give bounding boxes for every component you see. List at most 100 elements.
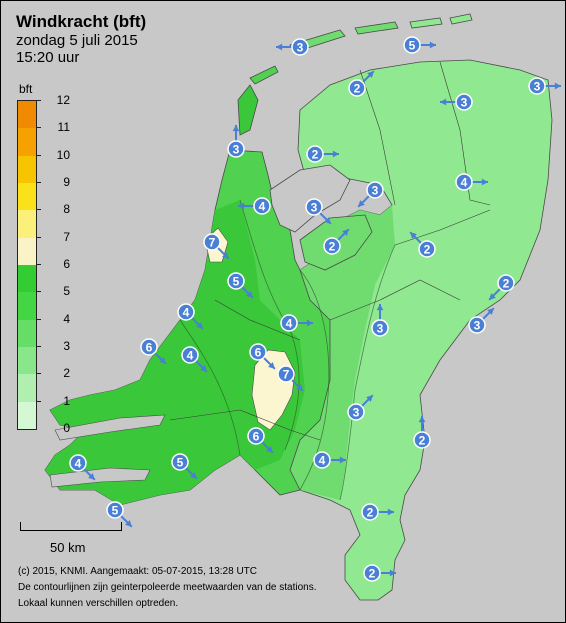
station-value: 4 [319, 454, 326, 468]
wind-station[interactable]: 3 [468, 307, 495, 334]
wind-station[interactable]: 6 [140, 338, 167, 365]
legend-label: 1 [63, 393, 70, 408]
wind-station[interactable]: 2 [323, 228, 350, 255]
legend-tick [36, 373, 41, 375]
wind-station[interactable]: 4 [313, 451, 346, 469]
station-marker [323, 237, 341, 255]
station-value: 2 [312, 148, 319, 162]
wind-station[interactable]: 7 [203, 233, 230, 260]
station-marker [347, 403, 365, 421]
border-2 [439, 61, 491, 206]
legend-label: 3 [63, 339, 70, 353]
wind-station[interactable]: 3 [276, 38, 309, 56]
station-value: 7 [209, 236, 216, 250]
province-borders [169, 61, 491, 441]
wind-station[interactable]: 3 [227, 125, 245, 158]
legend-label: 5 [63, 284, 70, 299]
station-marker [227, 272, 245, 290]
station-marker [366, 181, 384, 199]
wind-station[interactable]: 3 [305, 198, 332, 225]
wind-station[interactable]: 3 [357, 181, 384, 208]
land-north-east [289, 59, 553, 601]
legend-label: 0 [63, 421, 70, 435]
station-value: 4 [461, 176, 468, 190]
wind-station[interactable]: 4 [238, 197, 271, 215]
wind-station[interactable]: 5 [106, 501, 133, 528]
wind-station[interactable]: 6 [247, 427, 274, 454]
wind-station[interactable]: 2 [306, 145, 339, 163]
wind-station[interactable]: 2 [409, 231, 436, 258]
wind-arrow-head [232, 125, 240, 132]
wind-station[interactable]: 3 [347, 394, 374, 421]
station-layer: 3 5 2 3 3 3 2 4 3 4 3 7 2 2 2 5 4 3 4 3 6 4 6 7 3 6 2 4 4 5 2 5 2 [69, 36, 561, 582]
ijsselmeer [269, 164, 351, 233]
wind-arrow-head [367, 71, 374, 78]
station-value: 3 [474, 319, 481, 333]
legend-label: 8 [63, 202, 70, 217]
station-value: 3 [534, 80, 541, 94]
station-marker [291, 38, 309, 56]
station-value: 2 [354, 82, 361, 96]
wind-arrow-head [306, 319, 313, 327]
wind-station[interactable]: 4 [455, 173, 488, 191]
legend-label: 6 [63, 257, 70, 271]
legend-tick [36, 346, 41, 347]
legend-tick [36, 154, 41, 156]
wind-station[interactable]: 3 [528, 77, 561, 95]
wind-station[interactable]: 4 [69, 454, 96, 481]
estuary-north [54, 414, 166, 441]
station-value: 4 [183, 306, 190, 320]
wind-arrow-head [487, 308, 494, 315]
station-value: 3 [297, 41, 304, 55]
wind-arrow-head [159, 357, 166, 364]
wind-station[interactable]: 5 [403, 36, 436, 54]
wind-station[interactable]: 3 [440, 93, 473, 111]
station-marker [497, 274, 515, 292]
wind-station[interactable]: 2 [348, 70, 375, 97]
legend-tick [36, 400, 41, 402]
wind-station[interactable]: 6 [249, 343, 276, 370]
island-east [449, 13, 473, 25]
station-value: 2 [369, 567, 376, 581]
wind-station[interactable]: 2 [363, 564, 396, 582]
wind-station[interactable]: 2 [413, 416, 431, 449]
wind-arrow-head [238, 202, 245, 210]
wind-station[interactable]: 7 [277, 365, 304, 392]
station-value: 4 [259, 200, 266, 214]
wind-arrow-head [376, 304, 384, 311]
station-marker [528, 77, 546, 95]
legend-label: 4 [63, 311, 70, 326]
station-marker [181, 346, 199, 364]
legend-swatch [18, 401, 36, 429]
wind-arrow-head [410, 232, 417, 239]
station-value: 4 [187, 349, 194, 363]
legend-swatch [18, 265, 36, 293]
station-value: 5 [409, 39, 416, 53]
wind-station[interactable]: 4 [280, 314, 313, 332]
wind-station[interactable]: 5 [171, 453, 198, 480]
island-ameland [354, 21, 399, 35]
station-marker [106, 501, 124, 519]
station-value: 3 [372, 184, 379, 198]
land-bft3-zone [290, 205, 395, 500]
legend-swatch [18, 101, 36, 129]
wind-station[interactable]: 4 [177, 303, 204, 330]
station-value: 5 [112, 504, 119, 518]
station-value: 2 [503, 277, 510, 291]
border-4 [329, 279, 461, 321]
legend-label: 9 [63, 175, 70, 189]
wind-station[interactable]: 2 [488, 274, 515, 301]
isoline-3 [339, 244, 396, 501]
wind-arrow-head [489, 293, 496, 300]
station-value: 3 [233, 143, 240, 157]
wind-station[interactable]: 3 [371, 304, 389, 337]
wind-arrow-head [200, 365, 207, 372]
wind-station[interactable]: 5 [227, 272, 254, 299]
map-date: zondag 5 juli 2015 [16, 32, 138, 49]
wind-station[interactable]: 2 [361, 503, 394, 521]
wind-station[interactable]: 4 [181, 346, 208, 373]
legend-label: 2 [63, 366, 70, 381]
map-time: 15:20 uur [16, 49, 80, 66]
footer-copyright: (c) 2015, KNMI. Aangemaakt: 05-07-2015, … [18, 566, 258, 577]
